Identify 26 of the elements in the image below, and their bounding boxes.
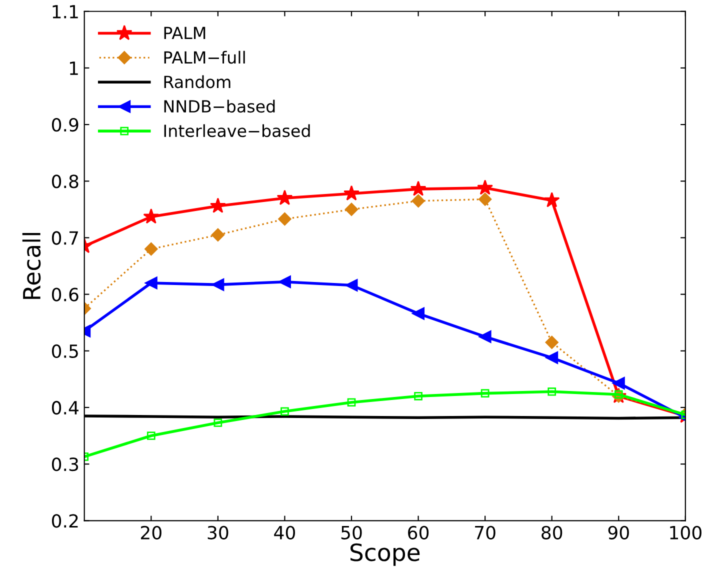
x-tick-label: 60 bbox=[408, 526, 429, 540]
x-tick-label: 90 bbox=[608, 526, 629, 540]
y-tick-label: 0.8 bbox=[52, 174, 78, 188]
legend-label: PALM bbox=[164, 26, 206, 40]
x-tick-label: 40 bbox=[274, 526, 296, 540]
legend-label: NNDB−based bbox=[164, 100, 275, 113]
x-tick-label: 30 bbox=[208, 526, 228, 540]
y-tick-label: 0.2 bbox=[52, 514, 78, 528]
y-tick-label: 1.1 bbox=[52, 5, 78, 18]
x-tick-label: 100 bbox=[670, 526, 702, 540]
y-tick-label: 0.9 bbox=[52, 118, 78, 132]
y-tick-label: 0.5 bbox=[52, 344, 78, 358]
x-axis-title: Scope bbox=[350, 543, 420, 566]
y-tick-label: 1 bbox=[70, 62, 78, 75]
x-tick-label: 20 bbox=[140, 526, 162, 540]
legend-label: Interleave−based bbox=[164, 124, 310, 138]
legend-label: Random bbox=[164, 75, 230, 88]
legend-label: PALM−full bbox=[164, 50, 245, 64]
y-tick-label: 0.6 bbox=[52, 288, 78, 302]
x-tick-label: 80 bbox=[542, 526, 562, 540]
y-axis-title: Recall bbox=[22, 233, 41, 299]
y-tick-label: 0.3 bbox=[52, 458, 78, 472]
y-tick-label: 0.4 bbox=[52, 400, 78, 415]
x-tick-label: 70 bbox=[475, 526, 496, 540]
y-tick-label: 0.7 bbox=[52, 231, 78, 245]
x-tick-label: 50 bbox=[341, 526, 362, 540]
